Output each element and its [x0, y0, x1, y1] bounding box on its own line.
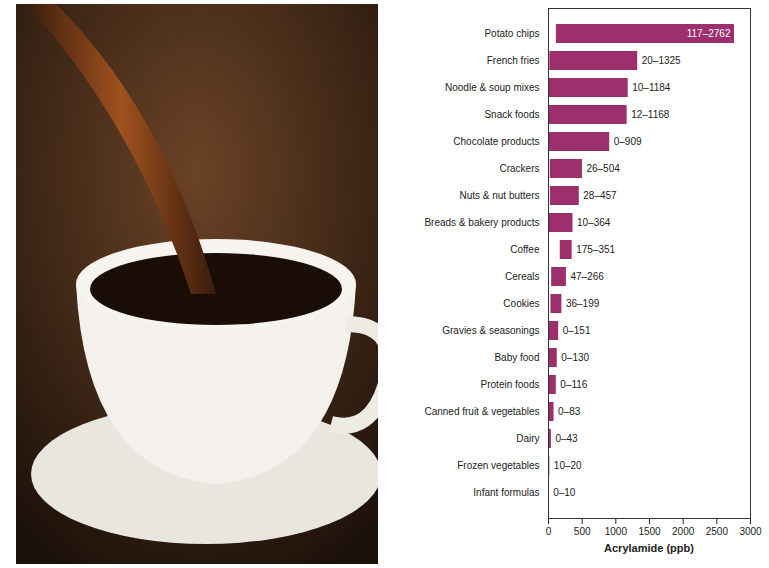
svg-text:0–909: 0–909	[614, 136, 642, 147]
svg-text:500: 500	[574, 526, 591, 537]
svg-text:Frozen vegetables: Frozen vegetables	[457, 460, 539, 471]
svg-text:Chocolate products: Chocolate products	[453, 136, 539, 147]
svg-text:28–457: 28–457	[583, 190, 617, 201]
svg-text:0–116: 0–116	[560, 379, 588, 390]
svg-text:Cookies: Cookies	[503, 298, 539, 309]
svg-text:26–504: 26–504	[586, 163, 620, 174]
svg-text:3000: 3000	[739, 526, 762, 537]
svg-text:0–151: 0–151	[563, 325, 591, 336]
svg-text:47–266: 47–266	[570, 271, 604, 282]
svg-text:0–10: 0–10	[553, 487, 576, 498]
svg-text:0–130: 0–130	[561, 352, 589, 363]
svg-text:Nuts & nut butters: Nuts & nut butters	[459, 190, 539, 201]
svg-text:Gravies & seasonings: Gravies & seasonings	[442, 325, 539, 336]
svg-text:Dairy: Dairy	[516, 433, 539, 444]
svg-text:Crackers: Crackers	[499, 163, 539, 174]
svg-text:10–20: 10–20	[554, 460, 582, 471]
svg-text:2000: 2000	[672, 526, 695, 537]
svg-text:0: 0	[546, 526, 552, 537]
svg-text:Breads & bakery products: Breads & bakery products	[424, 217, 539, 228]
svg-text:2500: 2500	[706, 526, 729, 537]
svg-text:Protein foods: Protein foods	[481, 379, 540, 390]
svg-text:117–2762: 117–2762	[687, 28, 731, 39]
svg-text:1500: 1500	[638, 526, 661, 537]
svg-text:French fries: French fries	[487, 55, 540, 66]
svg-text:Snack foods: Snack foods	[484, 109, 539, 120]
svg-text:36–199: 36–199	[566, 298, 600, 309]
html-text:Acrylamide (ppb): Acrylamide (ppb)	[604, 542, 694, 554]
svg-text:Infant formulas: Infant formulas	[473, 487, 539, 498]
svg-text:1000: 1000	[605, 526, 628, 537]
svg-text:Coffee: Coffee	[510, 244, 540, 255]
svg-text:0–43: 0–43	[555, 433, 578, 444]
svg-text:Noodle & soup mixes: Noodle & soup mixes	[445, 82, 540, 93]
svg-text:10–364: 10–364	[577, 217, 611, 228]
svg-text:Baby food: Baby food	[494, 352, 539, 363]
svg-text:10–1184: 10–1184	[632, 82, 671, 93]
svg-text:Cereals: Cereals	[505, 271, 539, 282]
svg-text:0–83: 0–83	[558, 406, 581, 417]
svg-text:Canned fruit & vegetables: Canned fruit & vegetables	[424, 406, 539, 417]
svg-text:Potato chips: Potato chips	[484, 28, 539, 39]
svg-text:12–1168: 12–1168	[631, 109, 670, 120]
svg-text:20–1325: 20–1325	[642, 55, 681, 66]
svg-text:175–351: 175–351	[576, 244, 615, 255]
